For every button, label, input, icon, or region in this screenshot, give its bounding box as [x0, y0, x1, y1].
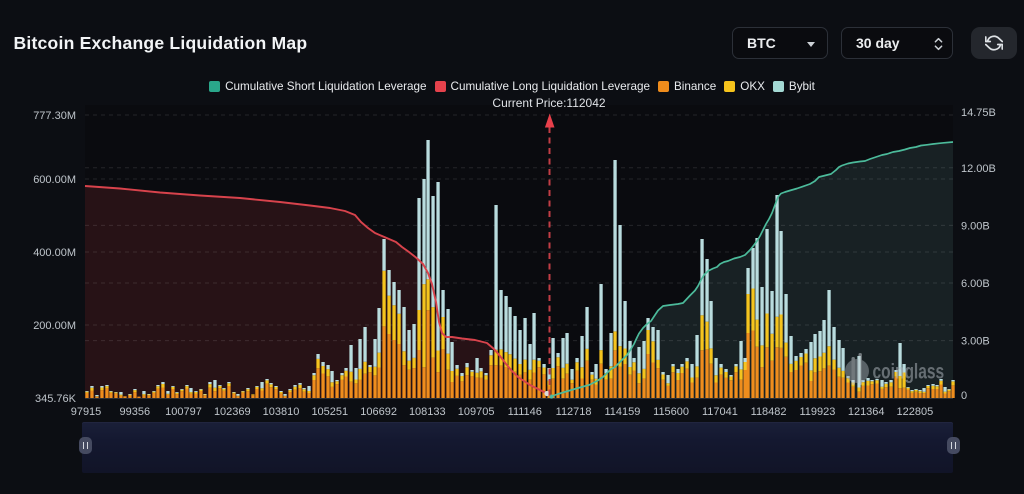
svg-text:0: 0	[961, 390, 967, 402]
svg-text:100797: 100797	[165, 406, 202, 418]
svg-text:coinglass: coinglass	[873, 359, 945, 383]
svg-text:117041: 117041	[702, 406, 738, 418]
svg-text:103810: 103810	[263, 406, 300, 418]
svg-text:111146: 111146	[508, 406, 542, 418]
svg-text:97915: 97915	[71, 406, 102, 418]
svg-text:105251: 105251	[311, 406, 348, 418]
svg-text:600.00M: 600.00M	[33, 174, 76, 186]
svg-text:6.00B: 6.00B	[961, 278, 990, 290]
svg-text:200.00M: 200.00M	[33, 320, 76, 332]
svg-text:122805: 122805	[897, 406, 934, 418]
svg-text:777.30M: 777.30M	[33, 110, 76, 122]
svg-text:9.00B: 9.00B	[961, 220, 990, 232]
svg-text:400.00M: 400.00M	[33, 247, 76, 259]
svg-text:119923: 119923	[799, 406, 835, 418]
svg-text:102369: 102369	[214, 406, 251, 418]
svg-text:12.00B: 12.00B	[961, 163, 996, 175]
svg-text:109705: 109705	[458, 406, 495, 418]
svg-text:3.00B: 3.00B	[961, 336, 990, 348]
svg-text:118482: 118482	[751, 406, 787, 418]
svg-text:345.76K: 345.76K	[35, 393, 77, 405]
svg-text:121364: 121364	[848, 406, 885, 418]
svg-text:115600: 115600	[653, 406, 689, 418]
svg-text:114159: 114159	[604, 406, 640, 418]
svg-text:106692: 106692	[360, 406, 397, 418]
svg-text:99356: 99356	[120, 406, 151, 418]
svg-text:14.75B: 14.75B	[961, 107, 996, 119]
svg-text:108133: 108133	[409, 406, 446, 418]
svg-text:112718: 112718	[556, 406, 592, 418]
